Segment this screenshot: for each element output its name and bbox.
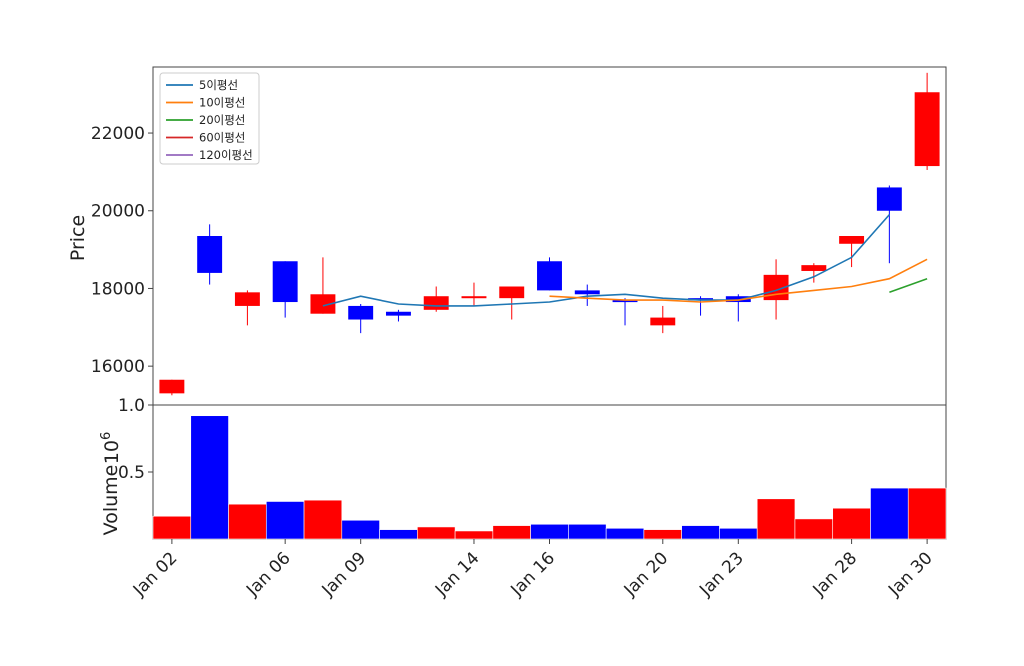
price-axis-label: Price [67, 215, 89, 261]
candle-body [348, 305, 374, 320]
x-tick-label: Jan 20 [620, 548, 673, 601]
volume-bar [454, 530, 494, 540]
volume-tick-label: 0.5 [118, 463, 145, 483]
x-tick-label: Jan 06 [242, 548, 295, 601]
legend-label: 10이평선 [199, 96, 245, 110]
x-tick-label: Jan 02 [129, 548, 182, 601]
price-axis-ticks: 16000 18000 20000 22000 [91, 124, 153, 377]
x-tick-label: Jan 14 [431, 548, 484, 601]
volume-bar [681, 525, 720, 540]
legend-label: 5이평선 [199, 78, 238, 92]
volume-bar [719, 527, 758, 540]
candle-body [612, 300, 638, 303]
volume-tick-label: 1.0 [118, 396, 145, 416]
x-axis-ticks: Jan 02 Jan 06 Jan 09 Jan 14 Jan 16 Jan 20 Jan … [129, 539, 937, 601]
volume-offset-label: 106 [99, 432, 123, 464]
candle-body [272, 261, 298, 303]
x-tick-label: Jan 09 [318, 548, 371, 601]
volume-bars [152, 415, 947, 540]
volume-bar [568, 523, 607, 540]
x-tick-label: Jan 16 [507, 548, 560, 601]
price-tick-label: 20000 [91, 202, 145, 222]
moving-average-line [549, 258, 928, 303]
candle-body [159, 379, 185, 394]
candle-body [801, 265, 827, 271]
volume-bar [794, 518, 834, 540]
candle-body [650, 317, 676, 326]
volume-bar [907, 487, 947, 540]
moving-average-line [889, 277, 928, 294]
candlesticks [159, 72, 940, 396]
volume-bar [870, 487, 909, 540]
candle-body [725, 296, 751, 303]
volume-axis-ticks: 0.5 1.0 [118, 396, 153, 483]
candle-body [461, 296, 487, 299]
volume-bar [756, 498, 796, 540]
volume-axis-label: Volume [100, 465, 122, 536]
legend-label: 20이평선 [199, 113, 245, 127]
candle-body [234, 292, 260, 306]
volume-bar [265, 501, 305, 540]
x-tick-label: Jan 30 [884, 548, 937, 601]
legend-label: 120이평선 [199, 148, 253, 162]
candle-body [385, 311, 411, 316]
volume-bar [190, 415, 229, 540]
candle-body [688, 298, 714, 301]
volume-bar [341, 519, 380, 540]
candle-body [197, 236, 223, 273]
legend: 5이평선 10이평선 20이평선 60이평선 120이평선 [159, 72, 260, 165]
x-tick-label: Jan 28 [809, 548, 862, 601]
volume-bar [643, 529, 682, 540]
volume-bar [379, 529, 418, 540]
moving-average-line [322, 214, 890, 307]
price-tick-label: 16000 [91, 357, 145, 377]
price-panel-frame [152, 66, 947, 406]
volume-bar [152, 515, 192, 540]
volume-bar [530, 523, 569, 540]
volume-bar [417, 526, 456, 540]
price-tick-label: 18000 [91, 279, 145, 299]
volume-bar [605, 527, 645, 540]
candle-body [537, 261, 562, 291]
candle-body [839, 236, 865, 244]
candle-body [574, 290, 600, 295]
x-tick-label: Jan 23 [695, 548, 748, 601]
price-tick-label: 22000 [91, 124, 145, 144]
legend-label: 60이평선 [199, 131, 245, 145]
volume-bar [492, 525, 531, 540]
volume-bar [832, 507, 871, 540]
candle-body [499, 286, 525, 299]
volume-bar [303, 499, 343, 540]
volume-bar [228, 503, 267, 540]
moving-average-lines [322, 214, 928, 307]
candle-body [310, 294, 336, 314]
candle-body [914, 92, 940, 167]
candle-body [876, 187, 902, 211]
candle-body [423, 296, 449, 310]
legend-box [159, 72, 260, 165]
